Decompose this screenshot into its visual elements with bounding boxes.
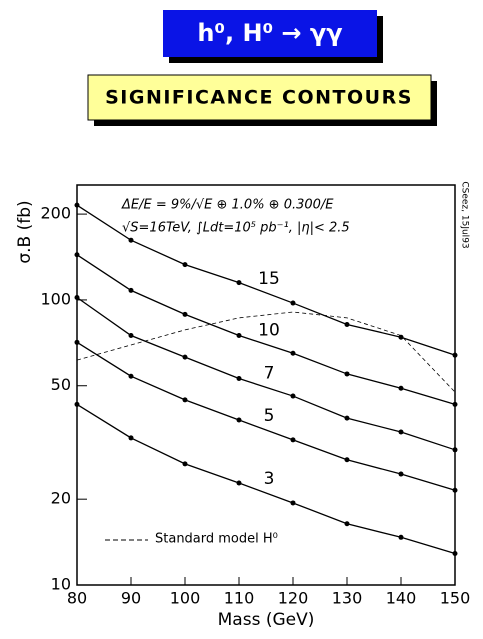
data-point bbox=[344, 371, 350, 377]
data-point bbox=[236, 417, 242, 423]
x-axis-label: Mass (GeV) bbox=[218, 610, 315, 630]
annotation: ΔE/E = 9%/√E ⊕ 1.0% ⊕ 0.300/E bbox=[121, 198, 334, 213]
data-point bbox=[74, 202, 80, 208]
data-point bbox=[128, 333, 134, 339]
contour-line bbox=[76, 296, 456, 451]
data-point bbox=[290, 500, 296, 506]
data-point bbox=[452, 447, 458, 453]
data-point bbox=[452, 487, 458, 493]
data-point bbox=[290, 350, 296, 356]
title-box bbox=[163, 10, 377, 57]
contour-label: 7 bbox=[264, 363, 275, 383]
legend-label: Standard model H⁰ bbox=[155, 532, 278, 547]
data-point bbox=[182, 311, 188, 317]
data-point bbox=[398, 534, 404, 540]
data-point bbox=[398, 334, 404, 340]
data-point bbox=[128, 237, 134, 243]
x-tick-label: 100 bbox=[170, 589, 201, 608]
data-point bbox=[236, 480, 242, 486]
data-point bbox=[452, 401, 458, 407]
chart-subtitle: SIGNIFICANCE CONTOURS bbox=[105, 87, 413, 109]
x-tick-label: 140 bbox=[386, 589, 417, 608]
data-point bbox=[344, 321, 350, 327]
y-tick-label: 10 bbox=[51, 575, 71, 594]
subtitle-box bbox=[87, 74, 432, 121]
y-tick-label: 20 bbox=[51, 489, 71, 508]
x-tick-label: 120 bbox=[278, 589, 309, 608]
x-tick-label: 80 bbox=[67, 589, 87, 608]
y-axis-label: σ.B (fb) bbox=[15, 200, 35, 263]
data-point bbox=[290, 300, 296, 306]
data-point bbox=[290, 393, 296, 399]
contour-line bbox=[76, 204, 456, 356]
data-point bbox=[182, 354, 188, 360]
x-tick-label: 150 bbox=[440, 589, 471, 608]
data-point bbox=[398, 471, 404, 477]
data-point bbox=[398, 429, 404, 435]
data-point bbox=[74, 401, 80, 407]
plot-frame bbox=[76, 184, 456, 586]
y-tick-label: 100 bbox=[40, 289, 71, 308]
x-tick-label: 130 bbox=[332, 589, 363, 608]
data-point bbox=[182, 262, 188, 268]
contour-line bbox=[76, 403, 456, 555]
data-point bbox=[74, 294, 80, 300]
data-point bbox=[74, 339, 80, 345]
contour-label: 10 bbox=[258, 320, 280, 340]
reference-line bbox=[76, 311, 456, 393]
data-point bbox=[398, 385, 404, 391]
data-point bbox=[236, 376, 242, 382]
data-point bbox=[344, 457, 350, 463]
data-point bbox=[128, 287, 134, 293]
data-point bbox=[344, 415, 350, 421]
data-point bbox=[236, 280, 242, 286]
data-point bbox=[236, 333, 242, 339]
data-point bbox=[182, 461, 188, 467]
contour-label: 5 bbox=[264, 406, 275, 426]
annotation: √S=16TeV, ∫Ldt=10⁵ pb⁻¹, |η|< 2.5 bbox=[122, 221, 350, 236]
data-point bbox=[452, 550, 458, 556]
data-point bbox=[128, 373, 134, 379]
side-note: CSeez, 15Jul93 bbox=[460, 181, 470, 248]
chart-title: h⁰, H⁰ → γγ bbox=[197, 19, 342, 47]
contour-line bbox=[76, 254, 456, 406]
x-tick-label: 110 bbox=[224, 589, 255, 608]
y-tick-label: 50 bbox=[51, 375, 71, 394]
contour-line bbox=[76, 341, 456, 491]
x-tick-label: 90 bbox=[121, 589, 141, 608]
data-point bbox=[344, 521, 350, 527]
contour-label: 3 bbox=[264, 469, 275, 489]
data-point bbox=[290, 437, 296, 443]
y-tick-label: 200 bbox=[40, 204, 71, 223]
data-point bbox=[74, 252, 80, 258]
data-point bbox=[182, 397, 188, 403]
data-point bbox=[128, 435, 134, 441]
contour-label: 15 bbox=[258, 269, 280, 289]
data-point bbox=[452, 352, 458, 358]
